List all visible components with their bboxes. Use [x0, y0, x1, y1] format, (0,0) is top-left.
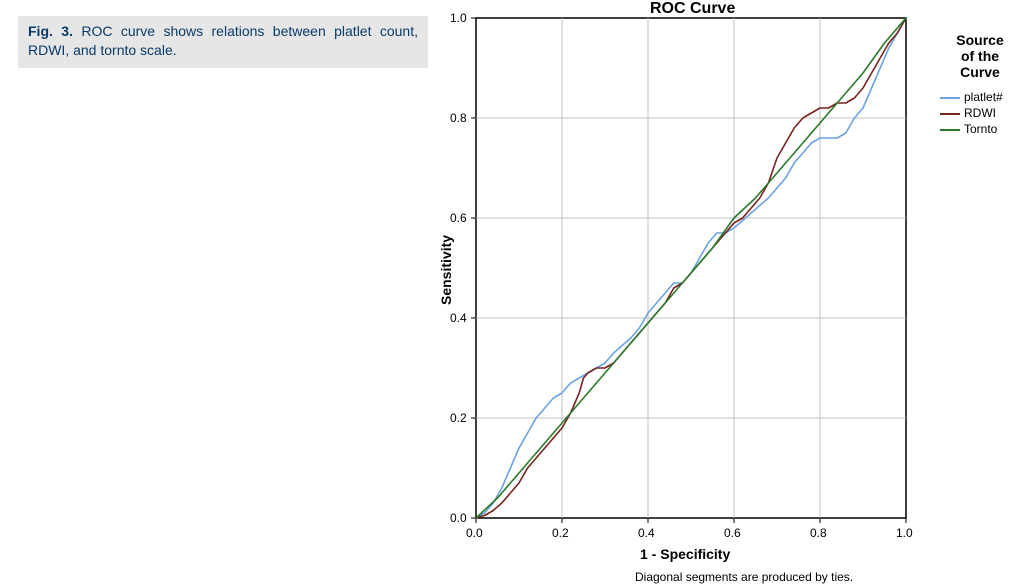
y-tick: 0.2	[450, 411, 467, 425]
y-tick: 0.6	[450, 211, 467, 225]
x-tick: 0.6	[724, 526, 741, 540]
legend-item: RDWI	[940, 106, 996, 120]
y-tick: 0.0	[450, 511, 467, 525]
x-tick: 0.8	[810, 526, 827, 540]
page: Fig. 3. ROC curve shows relations betwee…	[0, 0, 1028, 588]
x-tick: 0.4	[638, 526, 655, 540]
legend-label: RDWI	[964, 106, 996, 120]
y-tick: 0.4	[450, 311, 467, 325]
legend-item: platlet#	[940, 90, 1003, 104]
legend-label: Tornto	[964, 122, 997, 136]
y-tick: 1.0	[450, 11, 467, 25]
legend-swatch	[940, 97, 960, 99]
chart-footnote: Diagonal segments are produced by ties.	[635, 570, 853, 584]
legend-swatch	[940, 113, 960, 115]
legend-item: Tornto	[940, 122, 997, 136]
y-tick: 0.8	[450, 111, 467, 125]
legend-swatch	[940, 129, 960, 131]
legend-label: platlet#	[964, 90, 1003, 104]
roc-chart	[0, 0, 1028, 588]
x-tick: 0.2	[552, 526, 569, 540]
legend-title: Sourceof theCurve	[945, 32, 1015, 80]
legend-title-text: Sourceof theCurve	[956, 32, 1003, 80]
x-tick: 0.0	[466, 526, 483, 540]
x-tick: 1.0	[896, 526, 913, 540]
